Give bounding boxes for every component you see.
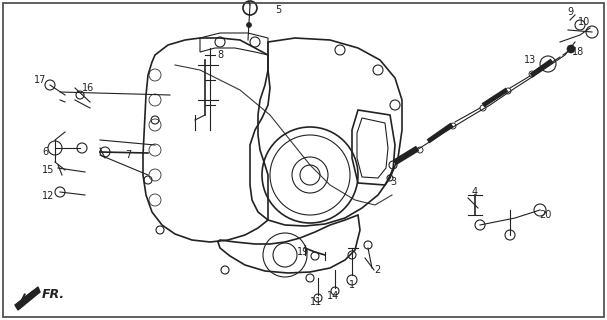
Text: 6: 6 — [42, 147, 48, 157]
Text: 1: 1 — [349, 280, 355, 290]
Text: 19: 19 — [297, 247, 309, 257]
Text: 7: 7 — [125, 150, 131, 160]
Text: 15: 15 — [42, 165, 54, 175]
Text: 5: 5 — [275, 5, 281, 15]
Text: 16: 16 — [82, 83, 94, 93]
Text: 3: 3 — [390, 177, 396, 187]
Text: 12: 12 — [42, 191, 54, 201]
Text: FR.: FR. — [42, 289, 65, 301]
Text: 2: 2 — [374, 265, 380, 275]
Text: 10: 10 — [578, 17, 590, 27]
Text: 14: 14 — [327, 291, 339, 301]
Text: 11: 11 — [310, 297, 322, 307]
Text: 4: 4 — [472, 187, 478, 197]
Text: 20: 20 — [539, 210, 551, 220]
Text: 8: 8 — [217, 50, 223, 60]
Text: 17: 17 — [34, 75, 46, 85]
Circle shape — [246, 22, 251, 28]
Circle shape — [567, 45, 575, 53]
Text: 18: 18 — [572, 47, 584, 57]
Polygon shape — [15, 287, 40, 310]
Text: 9: 9 — [567, 7, 573, 17]
Text: 13: 13 — [524, 55, 536, 65]
